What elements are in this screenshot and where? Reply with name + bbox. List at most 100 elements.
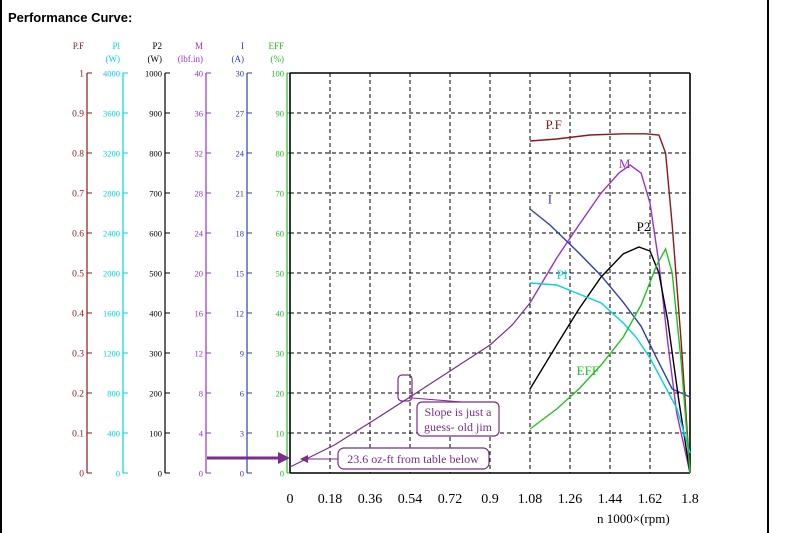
axis-tick-label-pf: 0.8 — [72, 150, 84, 160]
axis-tick-label-i: 30 — [236, 69, 245, 79]
axis-tick-label-m: 24 — [195, 229, 204, 239]
page-frame-right — [767, 0, 769, 533]
slope-note-line-1: Slope is just a — [424, 405, 492, 419]
axis-tick-label-p1: 0 — [116, 469, 120, 479]
axis-name-m: M — [195, 41, 203, 51]
axis-tick-label-p1: 3600 — [103, 109, 120, 119]
series-line-m — [529, 164, 691, 474]
axis-tick-label-m: 0 — [199, 469, 203, 479]
axis-tick-label-p1: 2800 — [103, 189, 120, 199]
axis-tick-label-p2: 300 — [149, 349, 162, 359]
axis-tick-label-eff: 70 — [276, 189, 285, 199]
axis-tick-label-p1: 4000 — [103, 69, 120, 79]
x-tick-label: 0.54 — [398, 492, 423, 507]
axis-name-p2: P2 — [152, 41, 162, 51]
axis-tick-label-pf: 0 — [79, 470, 84, 480]
torque-pointer-head — [300, 455, 308, 463]
axis-tick-label-eff: 80 — [276, 149, 285, 159]
torque-note-box — [337, 447, 490, 470]
x-tick-label: 1.08 — [518, 492, 543, 507]
axis-tick-label-i: 18 — [236, 229, 245, 239]
axis-tick-label-pf: 0.5 — [72, 270, 84, 280]
axis-tick-label-eff: 10 — [276, 429, 285, 439]
axis-name-i: I — [241, 41, 244, 51]
axis-tick-label-i: 21 — [236, 189, 245, 199]
axis-tick-label-i: 3 — [240, 429, 244, 439]
axis-tick-label-eff: 60 — [276, 229, 285, 239]
series-line-p1 — [529, 282, 691, 454]
axis-tick-label-pf: 0.9 — [72, 110, 84, 120]
extrapolated-torque-line — [289, 302, 531, 468]
series-line-pf — [529, 133, 691, 474]
slope-note-box — [416, 401, 500, 437]
series-label-i: I — [548, 192, 552, 207]
axis-tick-label-eff: 0 — [280, 469, 284, 479]
axis-tick-label-eff: 20 — [276, 389, 285, 399]
axis-tick-label-p2: 800 — [149, 149, 162, 159]
axis-tick-label-eff: 30 — [276, 349, 285, 359]
x-tick-label: 0.72 — [438, 492, 463, 507]
axis-tick-label-i: 27 — [236, 109, 245, 119]
series-line-i — [529, 208, 691, 398]
axis-tick-label-p1: 2400 — [103, 229, 120, 239]
axis-tick-label-m: 36 — [195, 109, 204, 119]
axis-tick-label-eff: 50 — [276, 269, 285, 279]
axis-tick-label-p1: 3200 — [103, 149, 120, 159]
axis-tick-label-p2: 100 — [149, 429, 162, 439]
axis-tick-label-pf: 0.1 — [72, 430, 84, 440]
axis-tick-label-pf: 0.7 — [72, 190, 84, 200]
axis-tick-label-i: 15 — [236, 269, 245, 279]
x-tick-label: 0.36 — [358, 492, 383, 507]
axis-tick-label-p2: 700 — [149, 189, 162, 199]
axis-tick-label-pf: 0.4 — [72, 310, 84, 320]
axis-tick-label-i: 24 — [236, 149, 245, 159]
series-label-m: M — [619, 156, 631, 171]
series-label-p2: P2 — [637, 219, 651, 234]
axis-tick-label-p1: 800 — [107, 389, 120, 399]
axis-tick-label-p1: 1200 — [103, 349, 120, 359]
axis-tick-label-pf: 0.3 — [72, 350, 84, 360]
axis-tick-label-i: 0 — [240, 469, 244, 479]
axis-tick-label-m: 16 — [195, 309, 204, 319]
axis-tick-label-m: 8 — [199, 389, 203, 399]
slope-note-line-2: guess- old jim — [424, 420, 493, 434]
axis-tick-label-p1: 400 — [107, 429, 120, 439]
axis-tick-label-pf: 0.6 — [72, 230, 84, 240]
x-axis-label: n 1000×(rpm) — [597, 511, 670, 526]
axis-tick-label-p2: 200 — [149, 389, 162, 399]
axis-unit-p2: (W) — [148, 54, 163, 64]
axis-tick-label-eff: 90 — [276, 109, 285, 119]
axis-tick-label-m: 28 — [195, 189, 204, 199]
axis-tick-label-p2: 500 — [149, 269, 162, 279]
x-tick-label: 0.9 — [481, 492, 499, 507]
axis-unit-p1: (W) — [106, 54, 121, 64]
torque-arrow-head — [278, 452, 290, 464]
series-label-p1: Pl — [557, 267, 568, 282]
axis-tick-label-m: 12 — [195, 349, 204, 359]
axis-tick-label-pf: 1 — [79, 70, 84, 80]
axis-tick-label-p1: 1600 — [103, 309, 120, 319]
axis-tick-label-p2: 400 — [149, 309, 162, 319]
axis-tick-label-m: 40 — [195, 69, 204, 79]
x-tick-label: 0 — [287, 492, 294, 507]
axis-tick-label-m: 32 — [195, 149, 204, 159]
axis-name-p1: Pl — [112, 41, 120, 51]
series-group: P.F M I P2 Pl EFF — [289, 117, 691, 474]
axis-tick-label-p2: 600 — [149, 229, 162, 239]
series-label-eff: EFF — [577, 363, 599, 378]
axis-tick-label-p2: 1000 — [145, 69, 162, 79]
axes-group: P.F00.10.20.30.40.50.60.70.80.91Pl(W)040… — [72, 41, 292, 480]
page-frame-left — [0, 0, 2, 533]
x-tick-label: 1.26 — [558, 492, 583, 507]
axis-tick-label-p1: 2000 — [103, 269, 120, 279]
axis-unit-m: (lbf.in) — [178, 54, 203, 64]
axis-tick-label-i: 9 — [240, 349, 244, 359]
axis-tick-label-eff: 40 — [276, 309, 285, 319]
series-line-p2 — [529, 246, 691, 474]
axis-tick-label-pf: 0.2 — [72, 390, 84, 400]
x-tick-label: 1.62 — [638, 492, 663, 507]
axis-tick-label-m: 20 — [195, 269, 204, 279]
axis-name-eff: EFF — [268, 41, 284, 51]
page-heading: Performance Curve: — [8, 10, 133, 25]
